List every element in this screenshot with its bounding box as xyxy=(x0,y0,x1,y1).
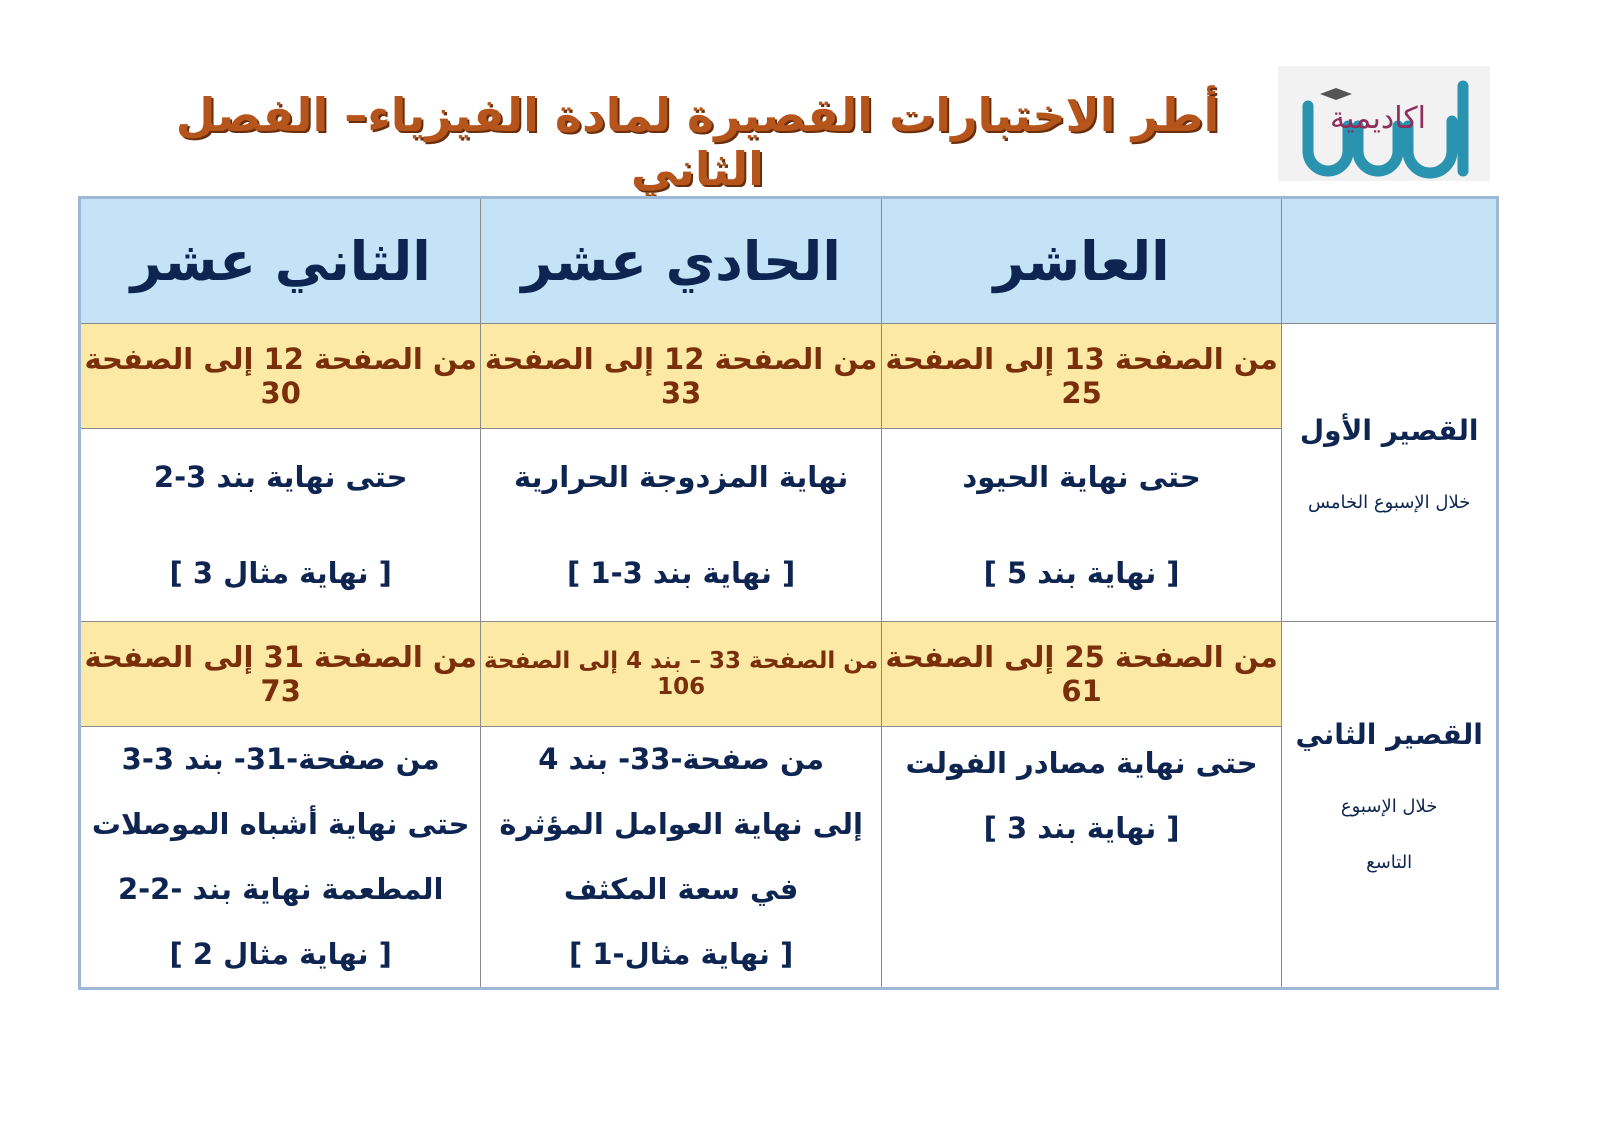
quiz2-pages-grade-12: من الصفحة 31 إلى الصفحة 73 xyxy=(78,621,482,727)
detail-line: من صفحة-33- بند 4 xyxy=(538,742,825,776)
academy-logo: اكاديمية xyxy=(1278,66,1490,181)
detail-line: [ نهاية بند 3 ] xyxy=(983,811,1180,845)
detail-line: حتى نهاية الحيود xyxy=(962,460,1201,494)
quiz2-pages-row: القصير الثاني خلال الإسبوع التاسع من الص… xyxy=(78,621,1498,989)
quiz2-details-grade-11: من صفحة-33- بند 4 إلى نهاية العوامل المؤ… xyxy=(480,726,882,989)
page-title: أطر الاختبارات القصيرة لمادة الفيزياء– ا… xyxy=(175,88,1220,196)
quiz1-details-grade-12: حتى نهاية بند 3-2 [ نهاية مثال 3 ] xyxy=(78,428,482,622)
detail-line: حتى نهاية أشباه الموصلات xyxy=(91,807,470,841)
detail-line: [ نهاية مثال-1 ] xyxy=(569,937,794,971)
quiz-schedule-table: العاشر الحادي عشر الثاني عشر القصير الأو… xyxy=(78,196,1499,990)
quiz1-details-row: حتى نهاية الحيود [ نهاية بند 5 ] نهاية ا… xyxy=(78,428,1498,622)
detail-line: من صفحة-31- بند 3-3 xyxy=(121,742,440,776)
quiz2-when: خلال الإسبوع التاسع xyxy=(1282,779,1496,891)
quiz1-pages-grade-10: من الصفحة 13 إلى الصفحة 25 xyxy=(880,323,1283,429)
detail-line: حتى نهاية مصادر الفولت xyxy=(905,746,1258,780)
quiz1-pages-row: القصير الأول خلال الإسبوع الخامس من الصف… xyxy=(78,323,1498,622)
quiz1-when: خلال الإسبوع الخامس xyxy=(1307,492,1471,513)
quiz1-name: القصير الأول xyxy=(1299,414,1479,447)
detail-line: المطعمة نهاية بند -2-2 xyxy=(117,872,444,906)
header-grade-12: الثاني عشر xyxy=(78,197,482,324)
quiz1-pages-grade-12: من الصفحة 12 إلى الصفحة 30 xyxy=(78,323,482,429)
detail-line: [ نهاية مثال 3 ] xyxy=(169,556,392,590)
header-grade-11: الحادي عشر xyxy=(480,197,882,324)
quiz2-pages-grade-10: من الصفحة 25 إلى الصفحة 61 xyxy=(880,621,1283,727)
when-line: التاسع xyxy=(1366,852,1413,873)
detail-line: [ نهاية مثال 2 ] xyxy=(169,937,392,971)
detail-line: إلى نهاية العوامل المؤثرة xyxy=(499,807,863,841)
detail-line: [ نهاية بند 5 ] xyxy=(983,556,1180,590)
detail-line: في سعة المكثف xyxy=(563,872,799,906)
header-grade-10: العاشر xyxy=(880,197,1283,324)
quiz2-name: القصير الثاني xyxy=(1295,718,1483,751)
detail-line: [ نهاية بند 3-1 ] xyxy=(567,556,796,590)
quiz2-details-grade-10: حتى نهاية مصادر الفولت [ نهاية بند 3 ] xyxy=(880,726,1283,989)
header-row: العاشر الحادي عشر الثاني عشر xyxy=(78,197,1498,324)
when-line: خلال الإسبوع xyxy=(1340,796,1438,817)
quiz2-details-row: حتى نهاية مصادر الفولت [ نهاية بند 3 ] م… xyxy=(78,726,1498,989)
quiz1-pages-grade-11: من الصفحة 12 إلى الصفحة 33 xyxy=(480,323,882,429)
quiz2-pages-grade-11: من الصفحة 33 – بند 4 إلى الصفحة 106 xyxy=(480,621,882,727)
quiz1-details-grade-11: نهاية المزدوجة الحرارية [ نهاية بند 3-1 … xyxy=(480,428,882,622)
detail-line: حتى نهاية بند 3-2 xyxy=(153,460,408,494)
header-cell-empty xyxy=(1281,197,1498,324)
quiz2-details-grade-12: من صفحة-31- بند 3-3 حتى نهاية أشباه المو… xyxy=(78,726,482,989)
svg-text:اكاديمية: اكاديمية xyxy=(1330,101,1426,136)
quiz1-details-grade-10: حتى نهاية الحيود [ نهاية بند 5 ] xyxy=(880,428,1283,622)
quiz1-label: القصير الأول خلال الإسبوع الخامس xyxy=(1281,323,1498,622)
detail-line: نهاية المزدوجة الحرارية xyxy=(514,460,849,494)
quiz2-label: القصير الثاني خلال الإسبوع التاسع xyxy=(1281,621,1498,989)
